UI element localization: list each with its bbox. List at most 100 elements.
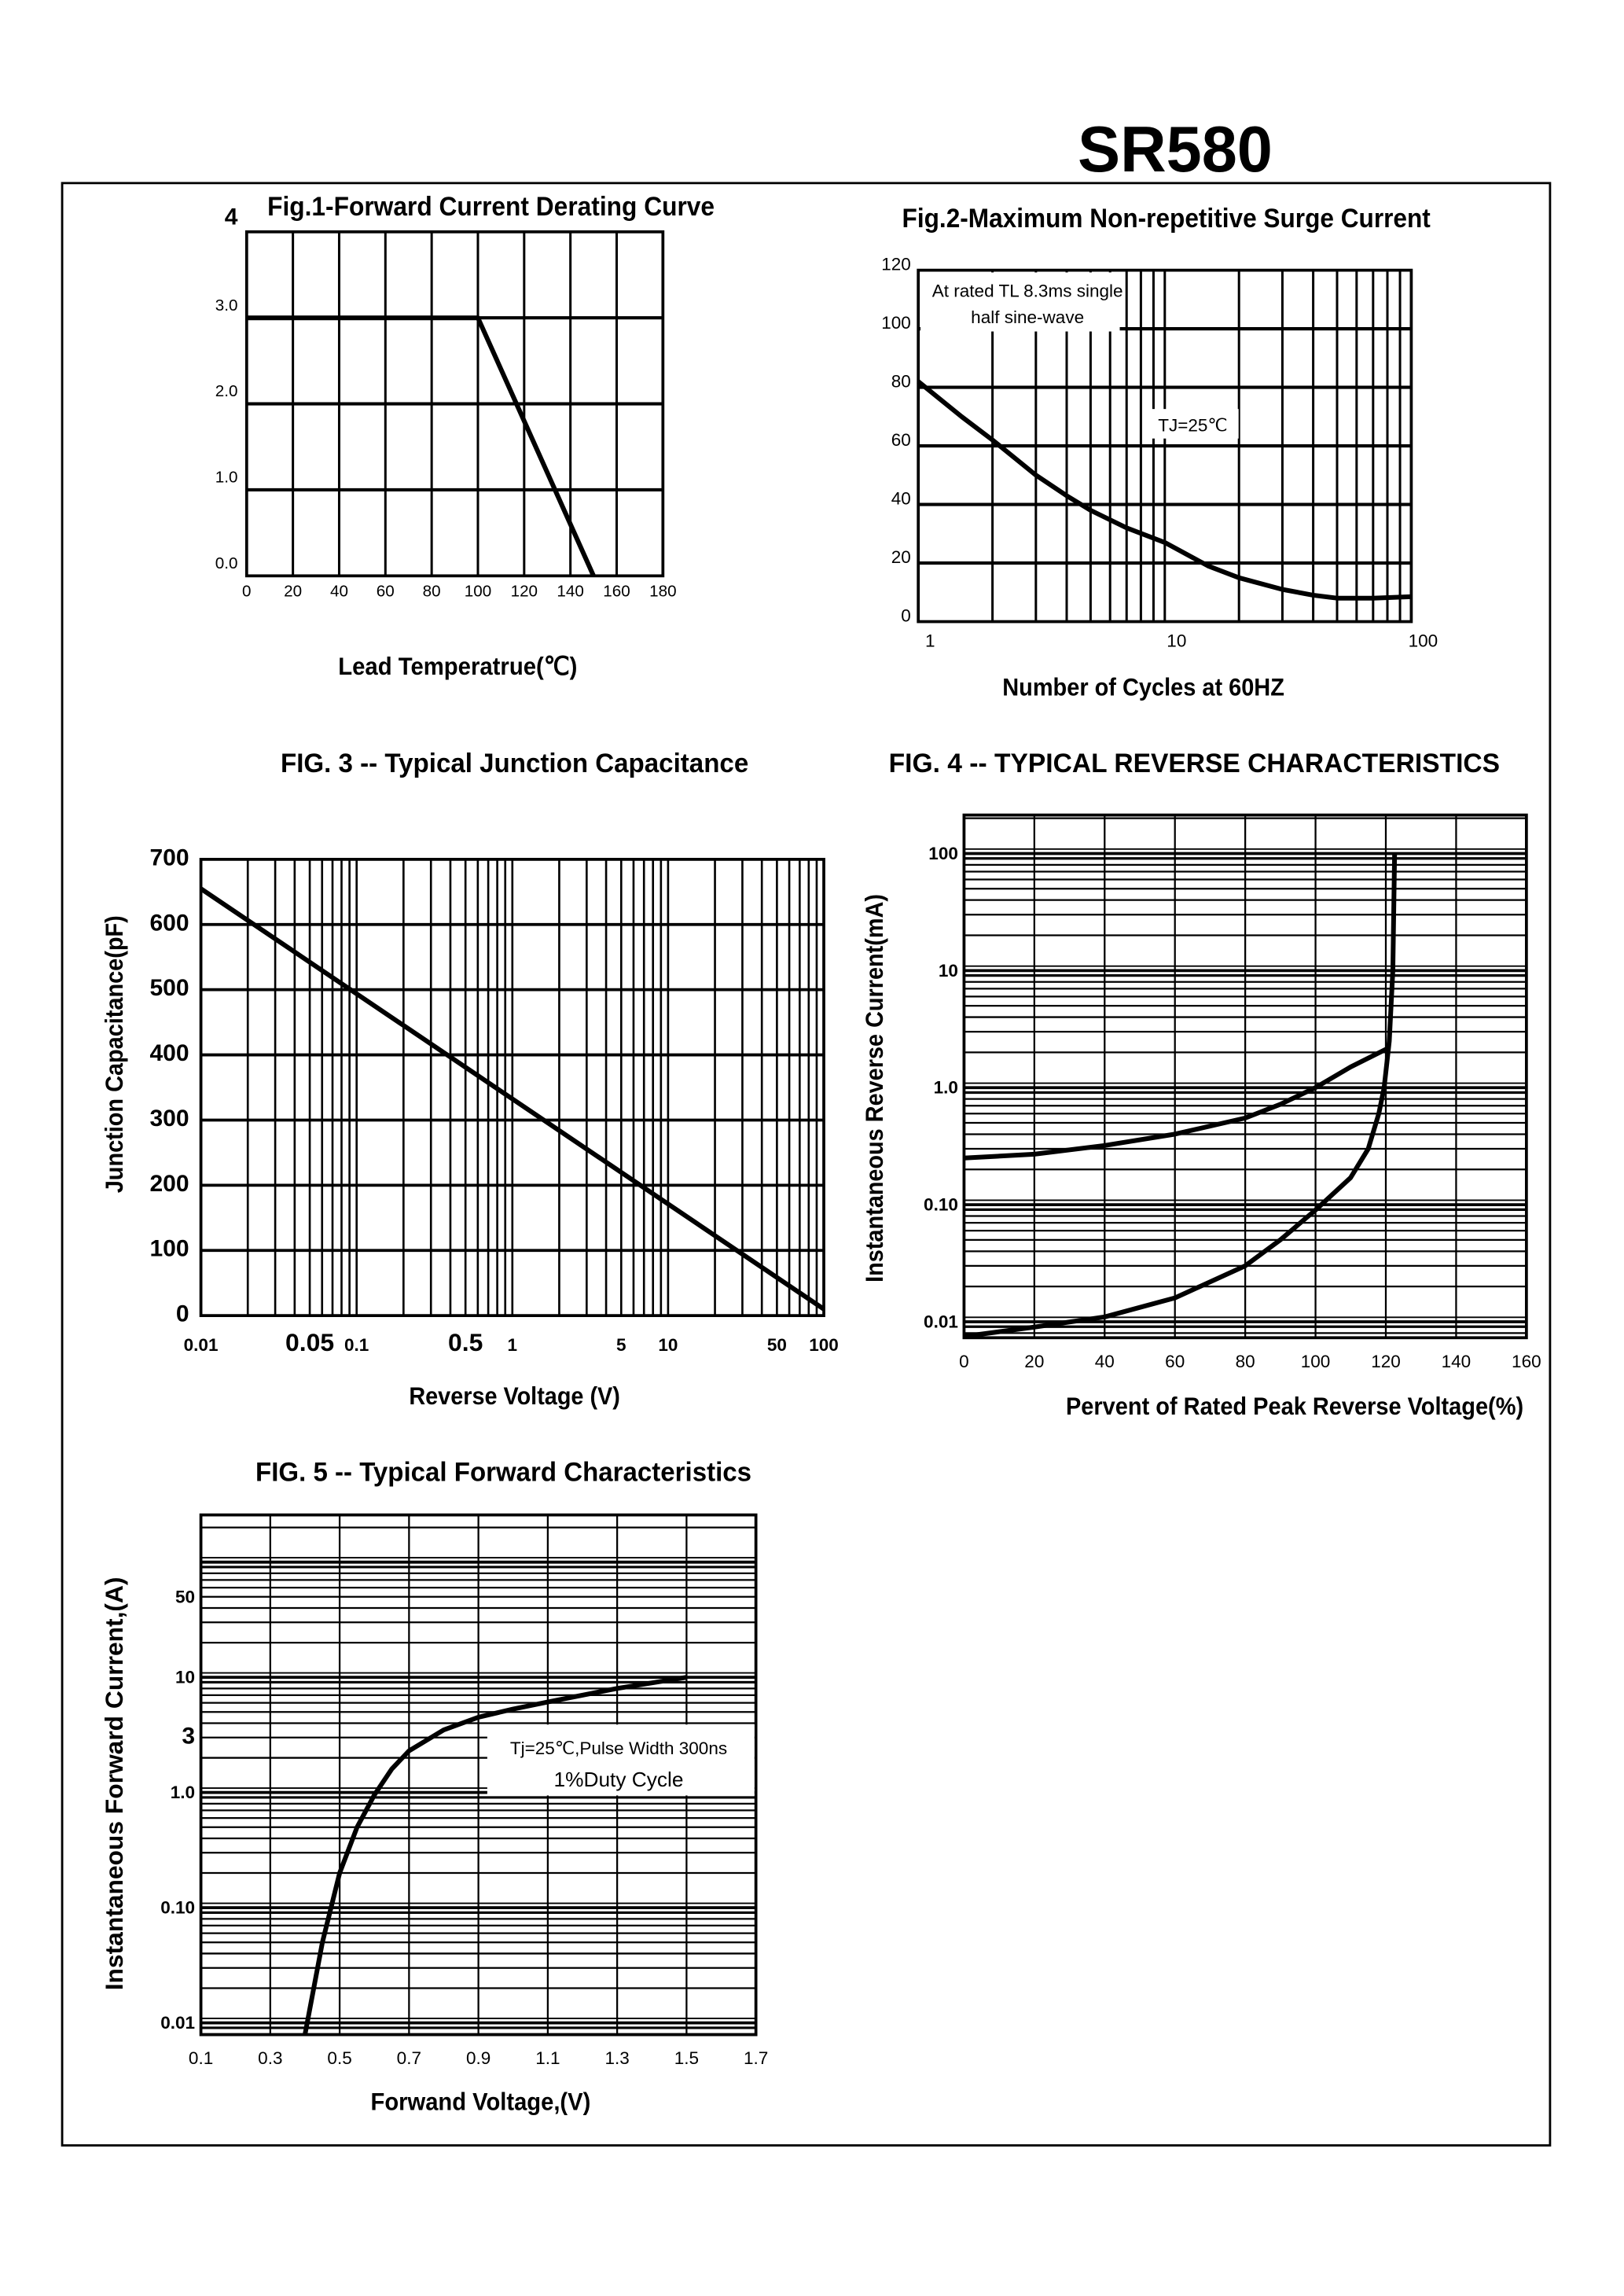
y-tick-label: 1.0 [171, 1783, 195, 1802]
y-tick-label: 120 [881, 255, 911, 274]
x-tick-label: 140 [1442, 1352, 1472, 1371]
annotation-text: half sine-wave [971, 307, 1084, 327]
series-line-0 [246, 315, 596, 577]
chart-title: FIG. 5 -- Typical Forward Characteristic… [255, 1457, 751, 1487]
series-line-0 [303, 1675, 687, 2036]
grid [964, 815, 1527, 1338]
annotation-box [920, 272, 1120, 332]
x-tick-label: 5 [616, 1335, 626, 1355]
chart-title: Fig.2-Maximum Non-repetitive Surge Curre… [902, 204, 1431, 234]
y-tick-label: 0.01 [160, 2013, 195, 2033]
y-tick-label: 0 [176, 1301, 189, 1327]
x-tick-label: 20 [284, 583, 302, 601]
y-tick-label: 1.0 [934, 1078, 958, 1098]
x-tick-label: 0 [959, 1352, 969, 1371]
x-tick-label: 1.3 [604, 2048, 629, 2068]
x-tick-label: 0.5 [448, 1328, 483, 1356]
x-axis-label: Forwand Voltage,(V) [371, 2087, 591, 2115]
x-axis-label: Lead Temperatrue(℃) [338, 652, 577, 680]
y-axis-label: Instantaneous Reverse Current(mA) [860, 894, 888, 1282]
annotation-text: 1%Duty Cycle [554, 1768, 684, 1791]
y-tick-label: 0 [901, 606, 911, 626]
y-tick-label: 2.0 [215, 382, 238, 400]
x-tick-label: 40 [1095, 1352, 1115, 1371]
plot-frame [917, 268, 1413, 624]
x-tick-label: 100 [1301, 1352, 1331, 1371]
grid [200, 859, 825, 1316]
part-number-heading: SR580 [1078, 112, 1273, 186]
x-tick-label: 80 [423, 583, 441, 601]
annotation-text: TJ=25℃ [1158, 415, 1227, 435]
y-tick-label: 0.10 [924, 1195, 958, 1215]
x-tick-label: 10 [1167, 631, 1186, 650]
series-line-0 [917, 379, 1412, 601]
y-tick-label: 50 [175, 1587, 195, 1606]
y-axis-label: Instantaneous Forward Current,(A) [100, 1577, 128, 1991]
x-axis-label: Pervent of Rated Peak Reverse Voltage(%) [1066, 1392, 1523, 1420]
x-tick-label: 0.1 [189, 2048, 213, 2068]
y-tick-label: 600 [149, 910, 189, 936]
fig2-surge-current-chart: Fig.2-Maximum Non-repetitive Surge Curre… [881, 204, 1438, 701]
plot-frame [199, 1513, 758, 2037]
x-tick-label: 0.9 [466, 2048, 491, 2068]
y-tick-label: 40 [891, 489, 911, 509]
x-tick-label: 1 [508, 1335, 518, 1355]
y-tick-label: 4 [225, 204, 238, 230]
series-line-0 [964, 1045, 1391, 1161]
plot-frame [199, 858, 825, 1318]
x-tick-label: 180 [649, 583, 676, 601]
y-tick-label: 400 [149, 1040, 189, 1066]
y-tick-label: 300 [149, 1106, 189, 1131]
y-tick-label: 0.0 [215, 554, 238, 572]
y-tick-label: 100 [928, 844, 958, 863]
y-tick-label: 100 [149, 1236, 189, 1262]
y-tick-label: 3 [182, 1723, 195, 1749]
x-tick-label: 50 [767, 1335, 787, 1355]
x-tick-label: 1.5 [674, 2048, 699, 2068]
x-tick-label: 0.1 [344, 1335, 369, 1355]
x-tick-label: 1.1 [535, 2048, 560, 2068]
series-line-0 [199, 886, 825, 1312]
chart-title: Fig.1-Forward Current Derating Curve [267, 192, 715, 222]
y-axis-label: Junction Capacitance(pF) [100, 915, 128, 1193]
y-tick-label: 0.10 [160, 1898, 195, 1918]
grid [246, 231, 663, 576]
x-tick-label: 60 [1165, 1352, 1185, 1371]
fig4-reverse-characteristics-chart: FIG. 4 -- TYPICAL REVERSE CHARACTERISTIC… [860, 749, 1541, 1420]
grid [200, 1514, 756, 2035]
x-tick-label: 160 [603, 583, 630, 601]
x-tick-label: 0.5 [327, 2048, 351, 2068]
x-tick-label: 120 [1371, 1352, 1401, 1371]
series-line-1 [964, 853, 1398, 1339]
x-tick-label: 1.7 [744, 2048, 768, 2068]
x-tick-label: 120 [511, 583, 538, 601]
x-tick-label: 80 [1236, 1352, 1255, 1371]
chart-title: FIG. 3 -- Typical Junction Capacitance [281, 749, 748, 778]
y-tick-label: 200 [149, 1171, 189, 1197]
x-tick-label: 20 [1024, 1352, 1044, 1371]
annotation-box [487, 1724, 755, 1796]
fig5-forward-characteristics-chart: FIG. 5 -- Typical Forward Characteristic… [100, 1457, 768, 2115]
annotation-text: At rated TL 8.3ms single [932, 281, 1123, 300]
y-tick-label: 3.0 [215, 296, 238, 315]
x-tick-label: 100 [809, 1335, 839, 1355]
x-tick-label: 0.3 [258, 2048, 282, 2068]
fig3-junction-capacitance-chart: FIG. 3 -- Typical Junction Capacitance R… [100, 749, 839, 1410]
plot-frame [244, 230, 665, 578]
annotation-text: Tj=25℃,Pulse Width 300ns [510, 1739, 727, 1758]
chart-title: FIG. 4 -- TYPICAL REVERSE CHARACTERISTIC… [889, 749, 1500, 778]
y-tick-label: 0.01 [924, 1312, 958, 1331]
x-tick-label: 100 [465, 583, 491, 601]
x-axis-label: Number of Cycles at 60HZ [1002, 672, 1284, 701]
x-axis-label: Reverse Voltage (V) [409, 1382, 620, 1410]
y-tick-label: 700 [149, 844, 189, 870]
y-tick-label: 60 [891, 430, 911, 450]
x-tick-label: 140 [557, 583, 583, 601]
annotation-box [1147, 409, 1239, 439]
y-tick-label: 80 [891, 372, 911, 392]
x-tick-label: 0.05 [285, 1328, 334, 1356]
plot-frame [962, 813, 1528, 1340]
y-tick-label: 100 [881, 313, 911, 333]
y-tick-label: 10 [939, 961, 958, 981]
